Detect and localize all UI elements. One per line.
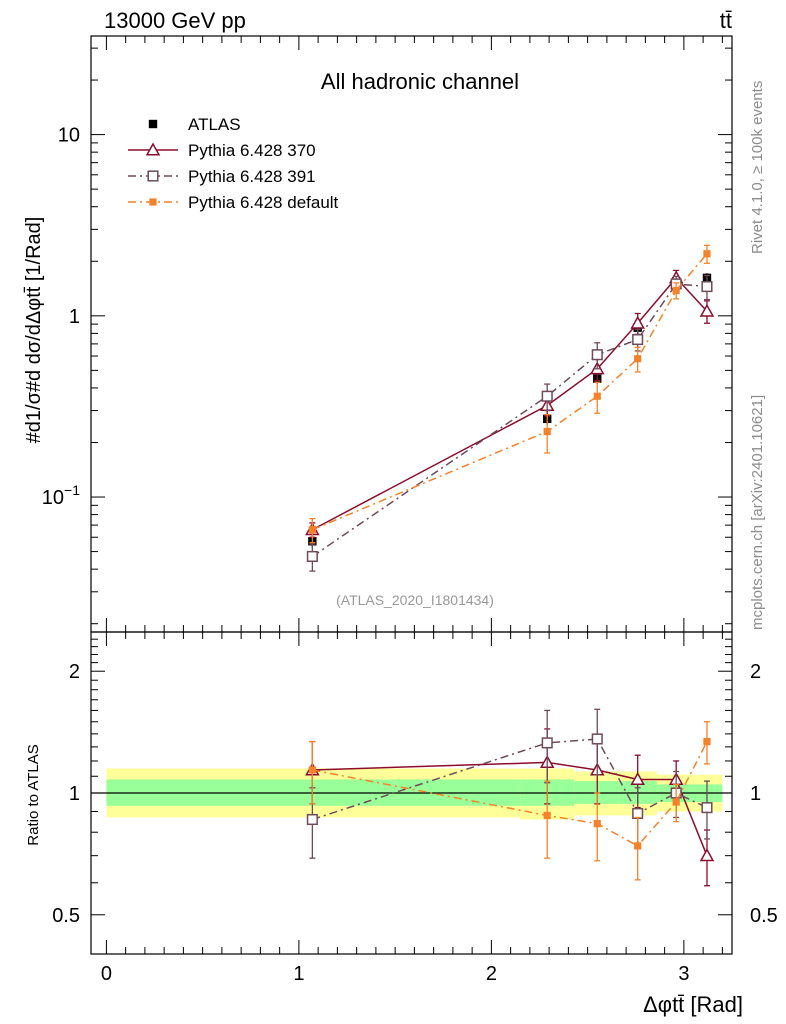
series-0-point [699,303,715,317]
series-2-point [593,392,601,400]
x-axis-label: Δφtt̄ [Rad] [643,992,743,1017]
y-tick-label: 0.5 [52,905,80,927]
ratio-series-2-line [312,741,708,847]
series-2-point [703,250,711,258]
series-1-point [701,281,713,293]
legend-marker [147,170,159,182]
y-tick-label: 10 [58,125,80,147]
ratio-series-0-point [699,848,715,862]
ratio-y-axis-label: Ratio to ATLAS [25,744,42,845]
legend-marker [145,142,161,156]
series-2-point [308,526,316,534]
source-label: mcplots.cern.ch [arXiv:2401.10621] [749,395,766,630]
y-tick-label: 1 [69,783,80,805]
series-0-point [630,315,645,329]
process-label: tt̄ [720,8,732,33]
series-1-line [311,283,708,558]
ratio-series-2-point [593,820,601,828]
x-tick-label: 2 [486,963,497,985]
series-2-point [634,355,642,363]
legend-marker [149,198,157,206]
y-tick-label: 2 [69,661,80,683]
y-tick-label: 10−1 [42,482,80,509]
series-1-point [541,390,553,402]
legend-label: Pythia 6.428 391 [188,167,316,186]
ratio-series-2-point [703,737,711,746]
energy-label: 13000 GeV pp [104,8,246,33]
legend-atlas-label: ATLAS [188,115,241,134]
ratio-series-2-point [634,842,642,850]
ratio-series-1-line [312,738,708,821]
series-2-line [312,253,708,531]
ratio-series-2-point [308,766,316,774]
legend-label: Pythia 6.428 default [188,193,339,212]
x-tick-label: 1 [293,963,304,985]
y-tick-label-right: 0.5 [750,905,778,927]
main-series-group [305,244,715,572]
main-y-axis-label: #d1/σ#d dσ/dΔφtt̄ [1/Rad] [23,217,45,444]
ratio-series-1-point [541,737,553,749]
ratio-series-group [305,708,715,887]
series-1-point [306,550,318,563]
analysis-label: (ATLAS_2020_I1801434) [336,592,494,608]
rivet-label: Rivet 4.1.0, ≥ 100k events [749,81,766,254]
ratio-series-1-point [306,813,318,826]
legend: ATLAS Pythia 6.428 370 Pythia 6.428 391 Pyt… [128,115,339,212]
ratio-series-1-point [591,733,603,745]
y-tick-label: 1 [69,306,80,328]
legend-label: Pythia 6.428 370 [188,141,316,160]
y-tick-label-right: 2 [750,661,761,683]
axis-ticks: 0 1 2 3 10−1 1 10 0.5 0.5 1 1 2 2 [42,36,778,985]
ratio-uncertainty-bands [106,768,723,820]
chart-title: All hadronic channel [321,69,519,94]
series-2-point [543,427,551,436]
series-2-point [672,286,680,295]
ratio-series-2-point [543,811,551,820]
series-0-line [312,276,708,531]
ratio-series-0-point [630,771,645,786]
series-1-point [591,349,603,361]
legend-atlas-marker [148,119,158,129]
series-1-point [632,333,644,346]
y-tick-label-right: 1 [750,783,761,805]
x-tick-label: 3 [678,963,689,985]
ratio-series-1-point [701,802,713,814]
x-tick-label: 0 [101,963,112,985]
ratio-series-2-point [672,798,680,806]
